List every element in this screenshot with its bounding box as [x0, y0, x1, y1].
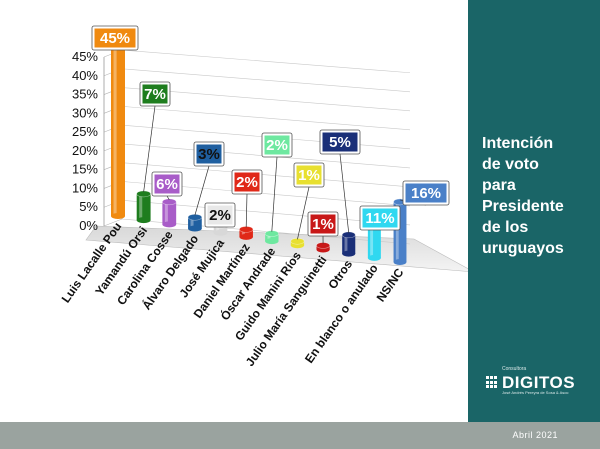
- bar-base: [188, 225, 202, 232]
- bar: [187, 213, 203, 232]
- bar-base: [393, 259, 407, 265]
- data-label: 1%: [298, 167, 320, 184]
- label-box: [196, 144, 222, 164]
- gridline: [121, 106, 411, 131]
- bar-highlight: [216, 225, 220, 233]
- bar-body: [265, 233, 279, 242]
- bar-highlight: [113, 47, 117, 216]
- y-tick-label: 5%: [79, 199, 98, 214]
- label-box: [322, 132, 358, 152]
- bar: [341, 231, 356, 257]
- bar-chart: 0% 5% 10% 15% 20% 25% 30% 35% 40% 45% 45% 7% 6% 3% 2%…: [59, 25, 468, 369]
- bar-base: [342, 250, 356, 257]
- digitos-logo: Consultora DIGITOS José Andrés Pereyra d…: [486, 366, 596, 396]
- bar: [290, 237, 305, 249]
- label-box: [94, 28, 136, 48]
- gridline: [121, 162, 411, 188]
- gridline: [121, 49, 411, 74]
- bar-highlight: [190, 217, 194, 229]
- data-label: 2%: [209, 207, 231, 224]
- bar: [316, 242, 330, 253]
- bar-body: [342, 234, 356, 254]
- logo-grid-icon: [486, 376, 499, 389]
- date-label: Abril 2021: [512, 430, 558, 440]
- data-label: 6%: [156, 176, 178, 193]
- data-label: 2%: [266, 137, 288, 154]
- bar-body: [136, 193, 151, 221]
- label-leader: [339, 153, 350, 233]
- data-label: 7%: [144, 86, 166, 103]
- bar: [239, 226, 254, 240]
- label-leader: [143, 105, 156, 192]
- y-tick-label: 45%: [72, 49, 98, 64]
- bar: [110, 43, 126, 219]
- data-label: 3%: [198, 146, 220, 163]
- label-box: [362, 208, 398, 228]
- label-box: [296, 165, 322, 185]
- label-box: [234, 172, 260, 192]
- bar: [162, 198, 177, 228]
- data-label: 45%: [100, 30, 130, 47]
- bar-highlight: [344, 234, 348, 254]
- bar-highlight: [370, 216, 374, 258]
- bar-body: [239, 229, 253, 237]
- label-box: [264, 135, 290, 155]
- label-box: [405, 183, 447, 203]
- y-tick-label: 20%: [72, 143, 98, 158]
- footer-bar: Abril 2021: [0, 422, 600, 449]
- logo-main-text: DIGITOS: [502, 373, 576, 392]
- label-leader: [297, 186, 310, 240]
- chart-area: 0% 5% 10% 15% 20% 25% 30% 35% 40% 45% 45% 7% 6% 3% 2%…: [59, 25, 468, 369]
- bar-highlight: [164, 201, 168, 225]
- gridline: [121, 68, 411, 93]
- bar-base: [213, 229, 228, 236]
- logo-small-text: Consultora: [502, 366, 527, 372]
- y-tick-label: 25%: [72, 124, 98, 139]
- bar-base: [136, 217, 151, 224]
- gridline-side: [103, 218, 123, 227]
- bar-body: [213, 225, 228, 233]
- bar-highlight: [139, 193, 143, 221]
- bar-base: [239, 233, 253, 240]
- label-box: [207, 205, 233, 225]
- y-tick-label: 35%: [72, 87, 98, 102]
- label-leader: [245, 193, 248, 228]
- bar-body: [111, 47, 125, 216]
- bar-highlight: [395, 201, 399, 262]
- bar-body: [188, 217, 202, 229]
- bar-top: [162, 198, 177, 206]
- y-tick-label: 10%: [72, 180, 98, 195]
- chart-title: Intención de voto para Presidente de los…: [482, 135, 564, 257]
- bar-base: [367, 254, 381, 261]
- bar-body: [162, 201, 177, 225]
- data-label: 5%: [329, 134, 351, 151]
- label-box: [310, 214, 336, 234]
- bar-highlight: [241, 229, 245, 237]
- data-label: 2%: [236, 174, 258, 191]
- label-box: [154, 174, 180, 194]
- y-tick-label: 30%: [72, 105, 98, 120]
- data-label: 16%: [411, 185, 441, 202]
- bar: [264, 230, 279, 245]
- label-leader: [194, 165, 210, 216]
- y-tick-label: 40%: [72, 68, 98, 83]
- bar: [136, 190, 151, 224]
- bar-base: [162, 221, 177, 228]
- label-box: [142, 84, 168, 104]
- data-label: 11%: [365, 210, 394, 227]
- y-tick-label: 15%: [72, 162, 98, 177]
- bar-base: [111, 213, 125, 219]
- y-tick-label: 0%: [79, 218, 98, 233]
- data-label: 1%: [312, 216, 334, 233]
- bar-highlight: [267, 233, 271, 242]
- bar-base: [265, 238, 279, 245]
- logo-sub-text: José Andrés Pereyra de Sosa & Asoc: [502, 390, 569, 395]
- title-panel: Intención de voto para Presidente de los…: [468, 0, 600, 422]
- label-leader: [166, 195, 170, 201]
- label-leader: [271, 156, 278, 232]
